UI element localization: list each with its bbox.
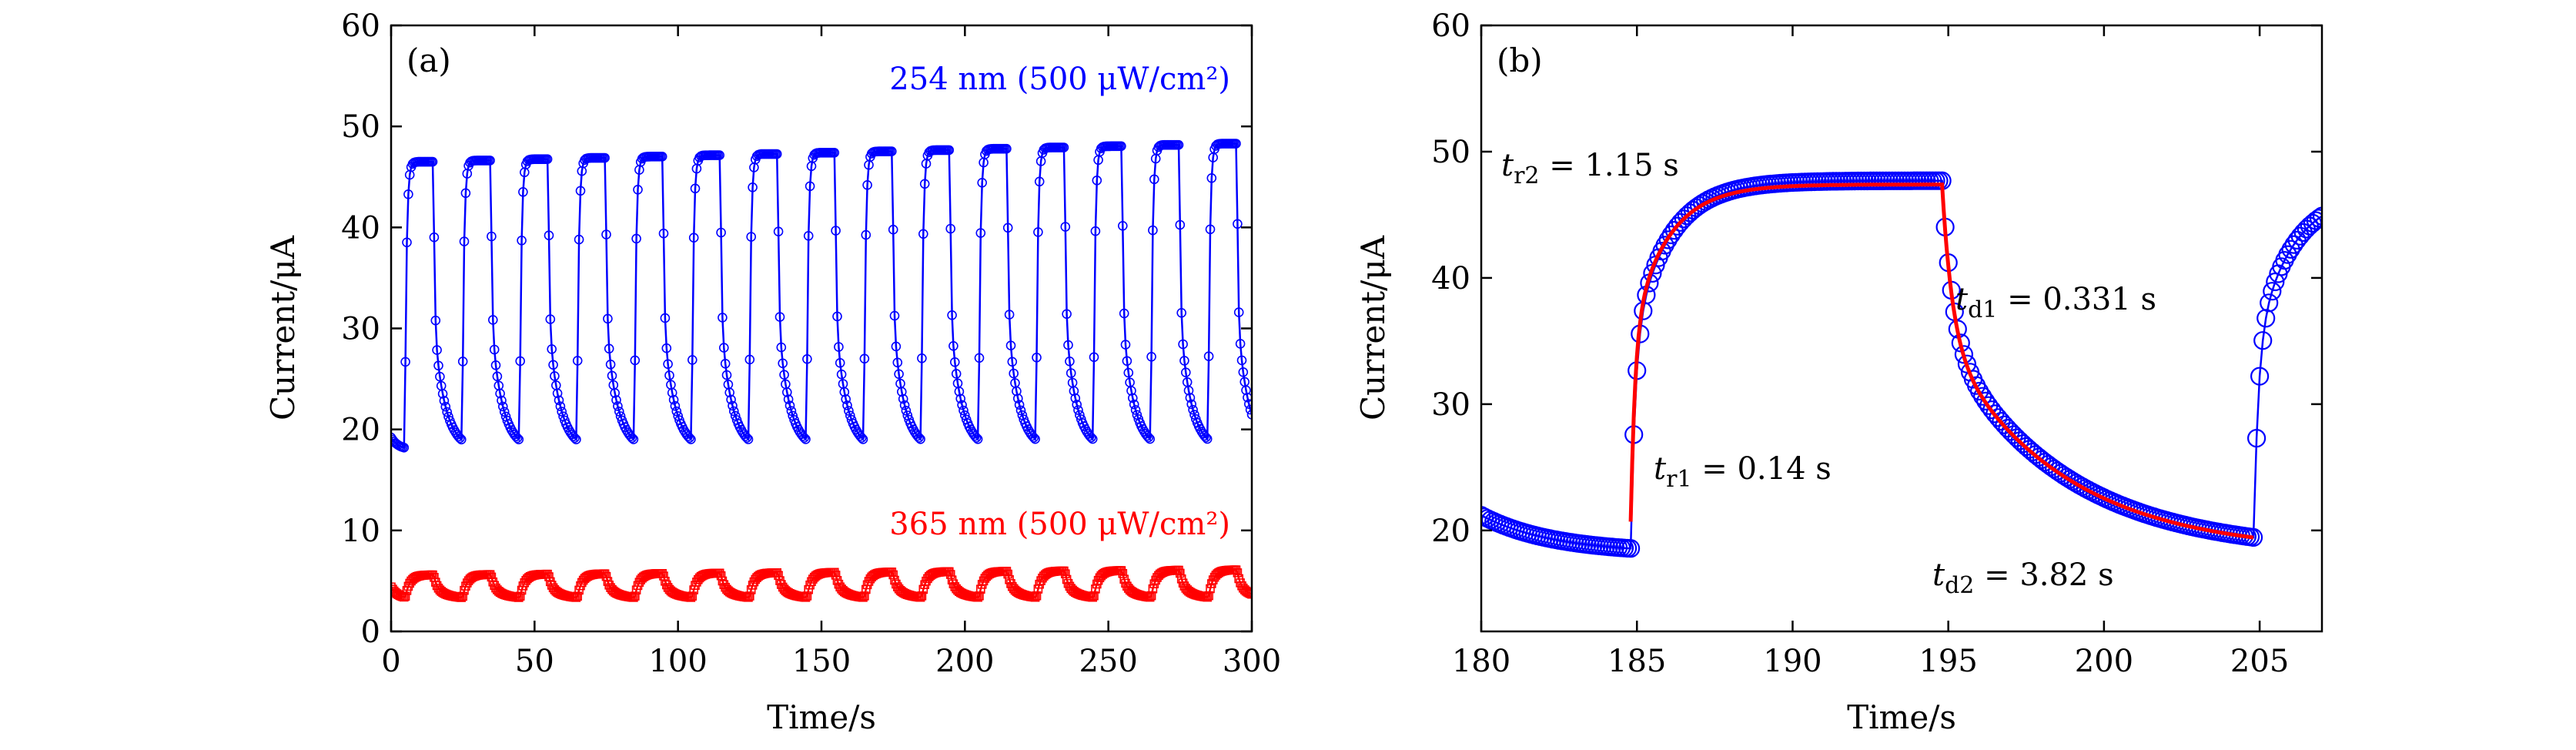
panel-b-y-tick-label: 20: [1431, 514, 1470, 549]
panel-a-x-tick-label: 50: [515, 644, 554, 679]
panel-b-x-tick-label: 190: [1763, 644, 1822, 679]
panel-b-x-tick-label: 195: [1919, 644, 1977, 679]
panel-a-y-tick-label: 10: [341, 514, 380, 549]
panel-a-x-tick-label: 100: [648, 644, 707, 679]
series-data-line: [1481, 181, 2322, 549]
panel-b-ticks: 180 185 190 195 200 205 20 30 40 50 60: [1431, 8, 2322, 679]
panel-b-annotation-tr2: tr2 = 1.15 s: [1501, 148, 1679, 189]
panel-b-x-tick-label: 180: [1452, 644, 1510, 679]
panel-b-data-marks: [1473, 172, 2330, 557]
panel-a-y-axis-label: Current/μA: [264, 235, 302, 420]
panel-b-x-axis-label: Time/s: [1847, 698, 1956, 736]
panel-b-y-tick-label: 50: [1431, 135, 1470, 170]
panel-a-annotation-365nm: 365 nm (500 μW/cm²): [889, 507, 1230, 542]
panel-a-y-tick-label: 50: [341, 109, 380, 145]
panel-b-y-tick-label: 30: [1431, 387, 1470, 423]
panel-a-label: (a): [406, 42, 451, 79]
chart-panel-b: 180 185 190 195 200 205 20 30 40 50 60 (b) tr2 = 1…: [1354, 8, 2330, 736]
figure: 0 50 100 150 200 250 300 0 10 20 30 40 50 60 (a) 254 …: [0, 0, 2576, 750]
panel-a-y-tick-label: 40: [341, 210, 380, 246]
panel-a-x-tick-label: 300: [1223, 644, 1281, 679]
panel-a-annotation-254nm: 254 nm (500 μW/cm²): [889, 62, 1230, 97]
panel-a-x-tick-label: 250: [1079, 644, 1137, 679]
panel-b-annotation-td2: td2 = 3.82 s: [1932, 557, 2114, 599]
panel-a-x-axis-label: Time/s: [767, 698, 876, 736]
panel-b-y-axis-label: Current/μA: [1354, 235, 1392, 420]
panel-a-y-tick-label: 20: [341, 413, 380, 448]
panel-a-y-tick-label: 60: [341, 8, 380, 44]
panel-b-annotation-td1: td1 = 0.331 s: [1955, 282, 2156, 323]
panel-a-y-tick-label: 0: [361, 614, 380, 650]
panel-b-label: (b): [1497, 42, 1543, 79]
panel-a-x-tick-label: 150: [792, 644, 851, 679]
panel-a-y-tick-label: 30: [341, 312, 380, 347]
panel-b-x-tick-label: 185: [1607, 644, 1666, 679]
panel-a-x-tick-label: 0: [381, 644, 400, 679]
panel-b-x-tick-label: 205: [2230, 644, 2289, 679]
panel-b-y-tick-label: 60: [1431, 8, 1470, 44]
chart-panel-a: 0 50 100 150 200 250 300 0 10 20 30 40 50 60 (a) 254 …: [264, 8, 1281, 736]
panel-b-x-tick-label: 200: [2075, 644, 2133, 679]
panel-a-x-tick-label: 200: [935, 644, 994, 679]
panel-b-annotation-tr1: tr1 = 0.14 s: [1654, 451, 1832, 493]
panel-b-y-tick-label: 40: [1431, 261, 1470, 296]
